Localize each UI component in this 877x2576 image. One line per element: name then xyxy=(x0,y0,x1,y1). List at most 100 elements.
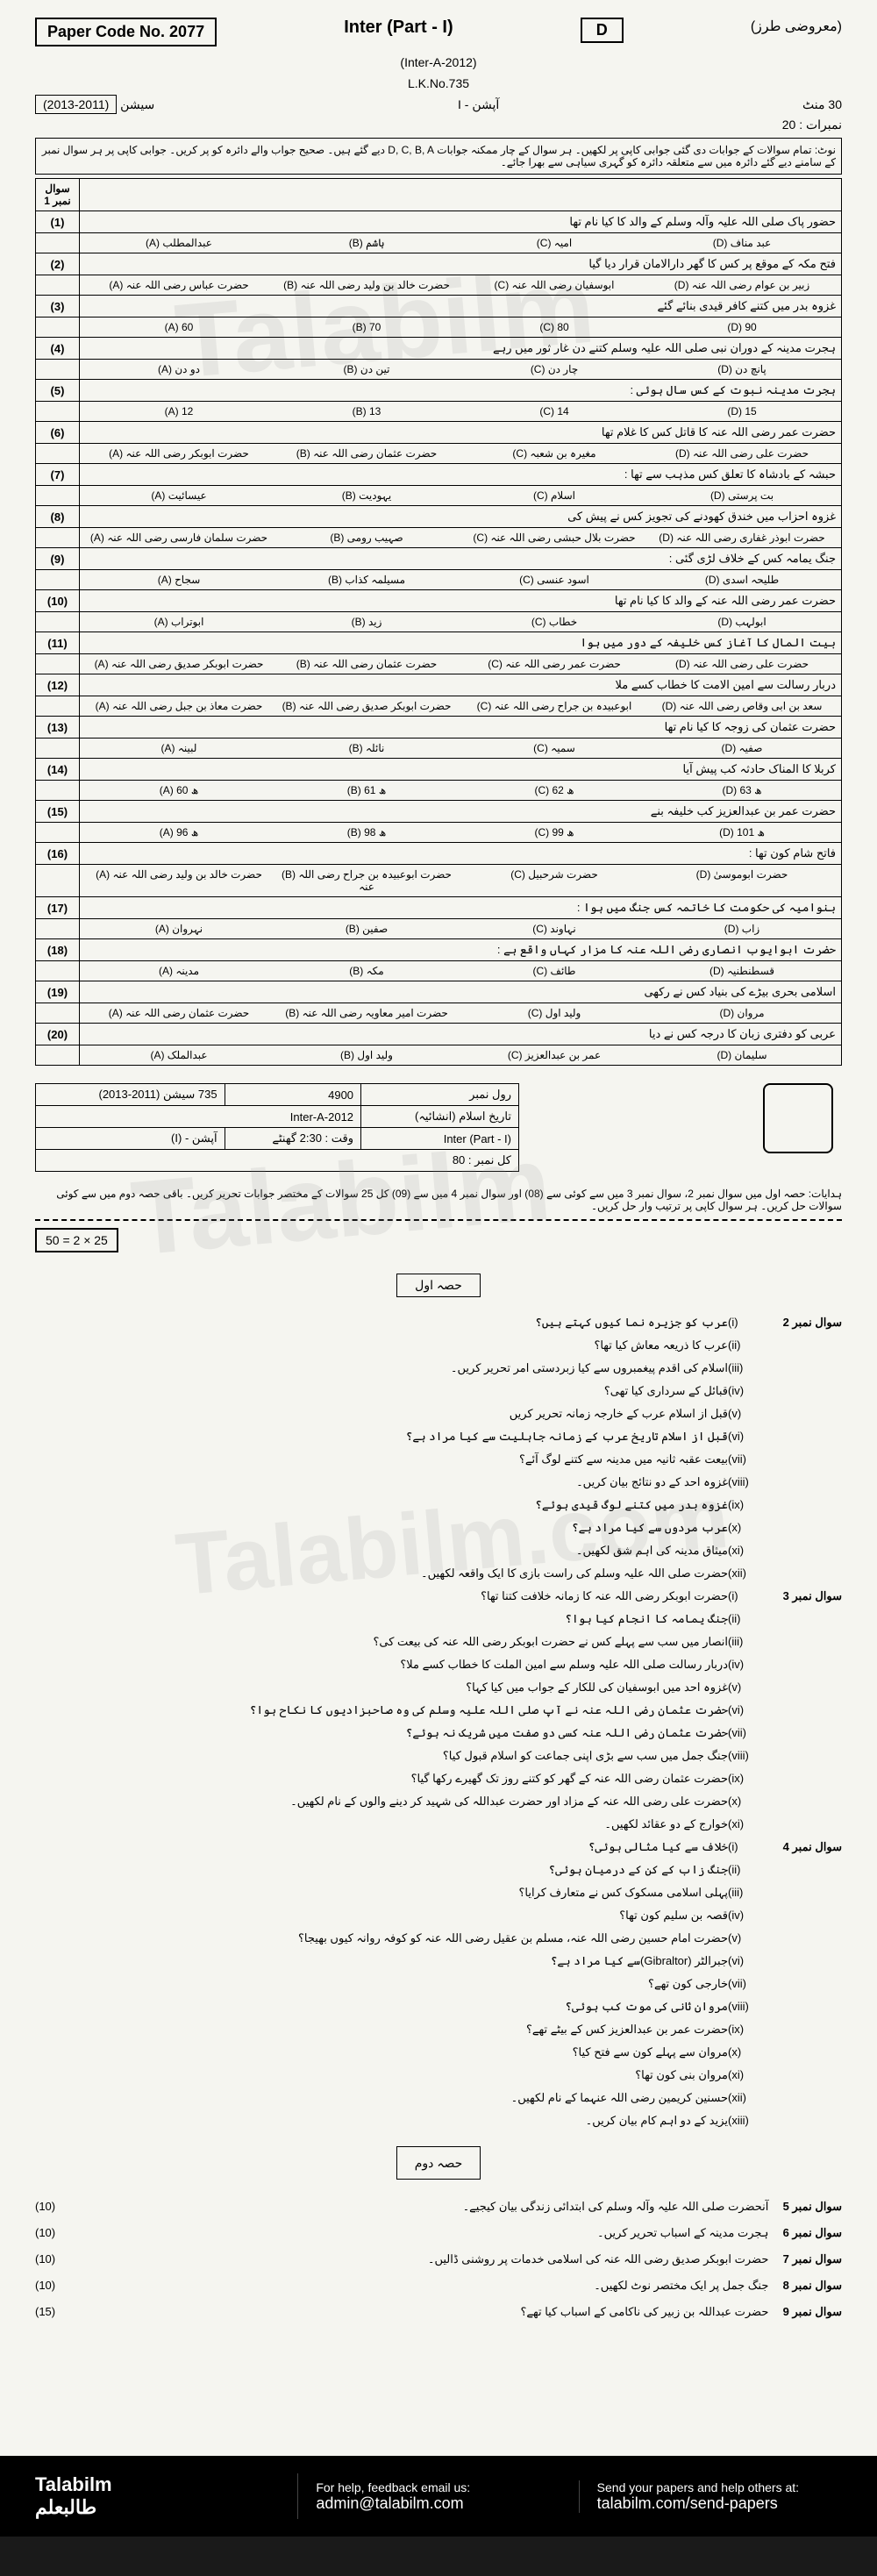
mcq-option[interactable]: (A) سجاح xyxy=(85,574,273,586)
mcq-option[interactable]: (A) مدینہ xyxy=(85,965,273,977)
help-text: For help, feedback email us: xyxy=(316,2480,560,2494)
question-label: سوال نمبر 2 xyxy=(772,1311,842,1585)
mcq-option[interactable]: (D) صفیہ xyxy=(648,742,836,754)
mcq-option[interactable]: (A) دو دن xyxy=(85,363,273,375)
sub-question-text: جنگ یمامہ کا انجام کیا ہوا؟ xyxy=(565,1608,728,1631)
mcq-option[interactable]: (A) 96 ھ xyxy=(85,826,273,838)
mcq-option[interactable]: (D) سلیمان xyxy=(648,1049,836,1061)
mcq-number: (17) xyxy=(36,897,80,919)
mcq-option[interactable]: (D) حضرت ابوموسیٰ xyxy=(648,868,836,893)
send-url[interactable]: talabilm.com/send-papers xyxy=(597,2494,842,2513)
mcq-option[interactable]: (A) حضرت عباس رضی اللہ عنہ xyxy=(85,279,273,291)
mcq-option[interactable]: (B) صہیب رومی xyxy=(273,532,460,544)
mcq-option[interactable]: (C) ابوعبیدہ بن جراح رضی اللہ عنہ xyxy=(460,700,648,712)
mcq-option[interactable]: (C) خطاب xyxy=(460,616,648,628)
mcq-option[interactable]: (B) نائلہ xyxy=(273,742,460,754)
mcq-option[interactable]: (A) 60 ھ xyxy=(85,784,273,796)
mcq-option[interactable]: (D) 63 ھ xyxy=(648,784,836,796)
mcq-option[interactable]: (A) ابوتراب xyxy=(85,616,273,628)
mcq-option[interactable]: (B) حضرت عثمان رضی اللہ عنہ xyxy=(273,658,460,670)
mcq-option[interactable]: (B) حضرت امیر معاویہ رضی اللہ عنہ xyxy=(273,1007,460,1019)
mcq-option[interactable]: (C) حضرت شرحبیل xyxy=(460,868,648,893)
mcq-options: (A) حضرت عثمان رضی اللہ عنہ(B) حضرت امیر… xyxy=(80,1003,842,1024)
mcq-option[interactable]: (D) مروان xyxy=(648,1007,836,1019)
mcq-option[interactable]: (A) لبینہ xyxy=(85,742,273,754)
sub-question-text: حضرت امام حسین رضی اللہ عنہ، مسلم بن عقی… xyxy=(298,1927,728,1950)
mcq-option[interactable]: (A) حضرت معاذ بن جبل رضی اللہ عنہ xyxy=(85,700,273,712)
mcq-option[interactable]: (D) 101 ھ xyxy=(648,826,836,838)
mcq-option[interactable]: (A) عبدالملک xyxy=(85,1049,273,1061)
mcq-option[interactable]: (C) نہاوند xyxy=(460,923,648,935)
mcq-option[interactable]: (C) عمر بن عبدالعزیز xyxy=(460,1049,648,1061)
mcq-option[interactable]: (D) 90 xyxy=(648,321,836,333)
mcq-option[interactable]: (B) ولید اول xyxy=(273,1049,460,1061)
mcq-number: (14) xyxy=(36,759,80,781)
mcq-option[interactable]: (C) 99 ھ xyxy=(460,826,648,838)
mcq-options: (A) دو دن(B) تین دن(C) چار دن(D) پانچ دن xyxy=(80,360,842,380)
mcq-option[interactable]: (D) زبیر بن عوام رضی اللہ عنہ xyxy=(648,279,836,291)
mcq-option[interactable]: (A) حضرت سلمان فارسی رضی اللہ عنہ xyxy=(85,532,273,544)
mcq-option[interactable]: (D) 15 xyxy=(648,405,836,417)
mcq-option[interactable]: (C) سمیہ xyxy=(460,742,648,754)
mcq-option[interactable]: (C) 14 xyxy=(460,405,648,417)
mcq-option[interactable]: (B) 70 xyxy=(273,321,460,333)
mcq-option[interactable]: (B) حضرت عثمان رضی اللہ عنہ xyxy=(273,447,460,460)
mcq-option[interactable]: (B) حضرت ابوعبیدہ بن جراح رضی اللہ عنہ xyxy=(273,868,460,893)
mcq-option[interactable]: (C) ابوسفیان رضی اللہ عنہ xyxy=(460,279,648,291)
mcq-option[interactable]: (D) پانچ دن xyxy=(648,363,836,375)
mcq-option[interactable]: (C) حضرت عمر رضی اللہ عنہ xyxy=(460,658,648,670)
mcq-option[interactable]: (B) 61 ھ xyxy=(273,784,460,796)
mcq-options: (A) حضرت سلمان فارسی رضی اللہ عنہ(B) صہی… xyxy=(80,528,842,548)
mcq-option[interactable]: (C) اسود عنسی xyxy=(460,574,648,586)
mcq-option[interactable]: (D) حضرت علی رضی اللہ عنہ xyxy=(648,447,836,460)
mcq-option[interactable]: (C) اسلام xyxy=(460,489,648,502)
mcq-option[interactable]: (B) حضرت ابوبکر صدیق رضی اللہ عنہ xyxy=(273,700,460,712)
mcq-option[interactable]: (A) 60 xyxy=(85,321,273,333)
mcq-option[interactable]: (B) زید xyxy=(273,616,460,628)
mcq-option[interactable]: (A) عیسائیت xyxy=(85,489,273,502)
help-email[interactable]: admin@talabilm.com xyxy=(316,2494,560,2513)
mcq-option[interactable]: (C) 80 xyxy=(460,321,648,333)
mcq-option[interactable]: (B) صفین xyxy=(273,923,460,935)
mcq-option[interactable]: (B) تین دن xyxy=(273,363,460,375)
mcq-option[interactable]: (B) 98 ھ xyxy=(273,826,460,838)
mcq-question: فتح مکہ کے موقع پر کس کا گھر دارالامان ق… xyxy=(80,253,842,275)
mcq-option[interactable]: (D) حضرت علی رضی اللہ عنہ xyxy=(648,658,836,670)
sub-question-text: جنگ جمل میں سب سے بڑی اپنی جماعت کو اسلا… xyxy=(443,1745,728,1767)
roman-numeral: (i) xyxy=(728,1585,772,1608)
mcq-option[interactable]: (D) ابولہب xyxy=(648,616,836,628)
mcq-option[interactable]: (C) امیہ xyxy=(460,237,648,249)
mcq-option[interactable]: (C) مغیرہ بن شعبہ xyxy=(460,447,648,460)
mcq-option[interactable]: (D) سعد بن ابی وقاص رضی اللہ عنہ xyxy=(648,700,836,712)
mcq-option[interactable]: (C) طائف xyxy=(460,965,648,977)
long-q-label: سوال نمبر 5 xyxy=(772,2195,842,2218)
mcq-option[interactable]: (C) ولید اول xyxy=(460,1007,648,1019)
mcq-option[interactable]: (B) 13 xyxy=(273,405,460,417)
mcq-option[interactable]: (A) نہروان xyxy=(85,923,273,935)
mcq-option[interactable]: (A) حضرت ابوبکر رضی اللہ عنہ xyxy=(85,447,273,460)
mcq-option[interactable]: (B) مکہ xyxy=(273,965,460,977)
mcq-option[interactable]: (D) زاب xyxy=(648,923,836,935)
mcq-option[interactable]: (D) عبد مناف xyxy=(648,237,836,249)
mcq-option[interactable]: (C) حضرت بلال حبشی رضی اللہ عنہ xyxy=(460,532,648,544)
mcq-option[interactable]: (A) حضرت ابوبکر صدیق رضی اللہ عنہ xyxy=(85,658,273,670)
mcq-option[interactable]: (C) چار دن xyxy=(460,363,648,375)
mcq-option[interactable]: (B) ہاشم xyxy=(273,237,460,249)
mcq-option[interactable]: (D) بت پرستی xyxy=(648,489,836,502)
roman-numeral: (viii) xyxy=(728,1995,772,2018)
roman-numeral: (x) xyxy=(728,1516,772,1539)
mcq-option[interactable]: (A) حضرت خالد بن ولید رضی اللہ عنہ xyxy=(85,868,273,893)
mcq-option[interactable]: (B) مسیلمہ کذاب xyxy=(273,574,460,586)
mcq-option[interactable]: (D) طلیحہ اسدی xyxy=(648,574,836,586)
sub-question: (v)حضرت امام حسین رضی اللہ عنہ، مسلم بن … xyxy=(35,1927,772,1950)
marks-row: نمبرات : 20 xyxy=(35,118,842,132)
mcq-option[interactable]: (B) حضرت خالد بن ولید رضی اللہ عنہ xyxy=(273,279,460,291)
mcq-option[interactable]: (A) عبدالمطلب xyxy=(85,237,273,249)
mcq-option[interactable]: (D) قسطنطنیہ xyxy=(648,965,836,977)
mcq-option[interactable]: (A) حضرت عثمان رضی اللہ عنہ xyxy=(85,1007,273,1019)
mcq-option[interactable]: (C) 62 ھ xyxy=(460,784,648,796)
mcq-option[interactable]: (D) حضرت ابوذر غفاری رضی اللہ عنہ xyxy=(648,532,836,544)
mcq-option[interactable]: (A) 12 xyxy=(85,405,273,417)
mcq-option[interactable]: (B) یہودیت xyxy=(273,489,460,502)
mcq-question: حضرت عمر بن عبدالعزیز کب خلیفہ بنے xyxy=(80,801,842,823)
